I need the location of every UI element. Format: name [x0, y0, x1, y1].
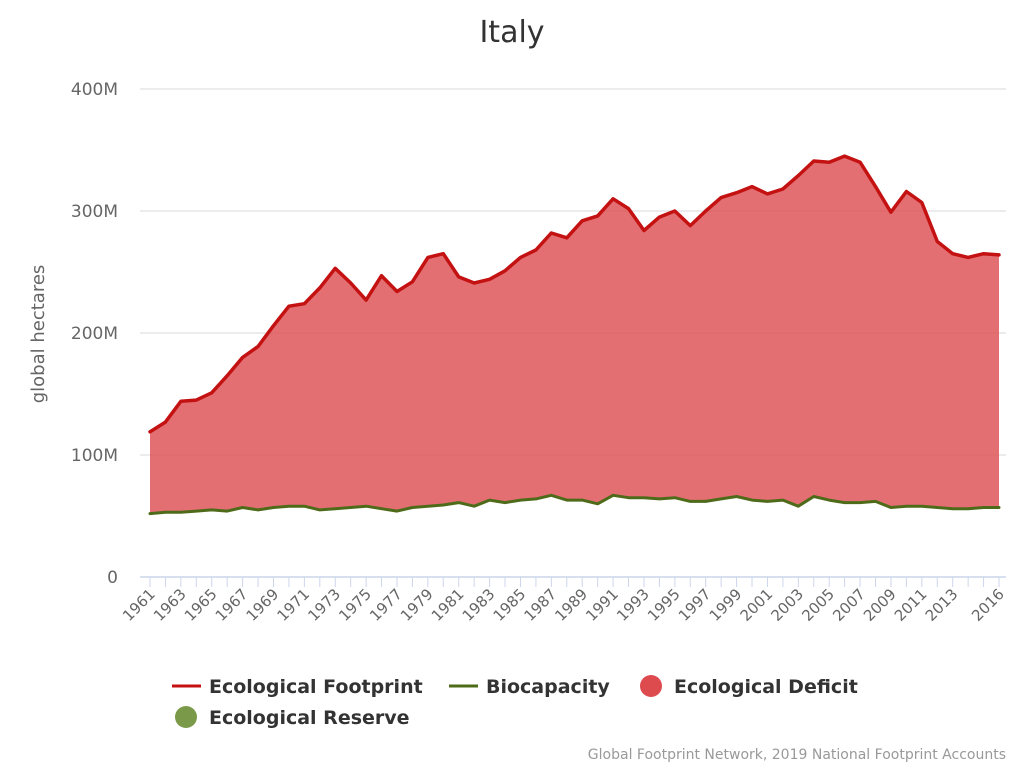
legend-circle-symbol: [175, 706, 197, 728]
legend[interactable]: Ecological Footprint Biocapacity Ecologica…: [172, 675, 858, 729]
x-tick-label: 1979: [397, 585, 437, 625]
x-tick-label: 1995: [644, 585, 684, 625]
x-tick-label: 2009: [860, 585, 900, 625]
chart-title: Italy: [479, 15, 544, 50]
y-tick-label: 100M: [71, 446, 118, 466]
y-tick-label: 400M: [71, 80, 118, 100]
y-axis-label: global hectares: [28, 265, 49, 404]
x-tick-label: 1963: [150, 585, 190, 625]
x-tick-label: 1987: [520, 585, 560, 625]
x-tick-label: 2001: [737, 585, 777, 625]
x-tick-label: 2013: [922, 585, 962, 625]
x-tick-label: 2016: [968, 585, 1008, 625]
x-tick-label: 1991: [582, 585, 622, 625]
credit-text: Global Footprint Network, 2019 National …: [588, 747, 1006, 763]
legend-item[interactable]: Biocapacity: [449, 676, 610, 698]
ecological-footprint-line: [148, 154, 1001, 434]
series-lines: [148, 154, 1001, 516]
y-tick-label: 300M: [71, 202, 118, 222]
x-tick-label: 2003: [767, 585, 807, 625]
biocapacity-line: [148, 493, 1001, 516]
y-tick-label: 200M: [71, 324, 118, 344]
x-tick-label: 1983: [459, 585, 499, 625]
legend-item[interactable]: Ecological Reserve: [175, 706, 410, 729]
x-tick-label: 1999: [706, 585, 746, 625]
x-tick-label: 1973: [304, 585, 344, 625]
legend-label: Ecological Reserve: [209, 707, 410, 729]
plot-area: [150, 156, 999, 514]
x-tick-label: 2011: [891, 585, 931, 625]
legend-label: Ecological Footprint: [209, 676, 423, 698]
legend-circle-symbol: [640, 675, 662, 697]
y-tick-label: 0: [107, 568, 118, 588]
legend-item[interactable]: Ecological Footprint: [172, 676, 423, 698]
x-tick-label: 1967: [212, 585, 252, 625]
legend-item[interactable]: Ecological Deficit: [640, 675, 858, 698]
x-tick-label: 1993: [613, 585, 653, 625]
x-tick-label: 1989: [551, 585, 591, 625]
x-tick-label: 1985: [490, 585, 530, 625]
ecological-deficit-area: [150, 156, 999, 514]
x-tick-label: 1977: [366, 585, 406, 625]
x-tick-label: 1971: [273, 585, 313, 625]
x-tick-label: 2005: [798, 585, 838, 625]
x-tick-label: 1981: [428, 585, 468, 625]
x-tick-label: 1969: [243, 585, 283, 625]
x-tick-label: 1961: [119, 585, 159, 625]
x-tick-label: 1997: [675, 585, 715, 625]
x-tick-label: 1975: [335, 585, 375, 625]
legend-label: Ecological Deficit: [674, 676, 858, 698]
x-tick-label: 2007: [829, 585, 869, 625]
legend-label: Biocapacity: [486, 676, 610, 698]
x-tick-label: 1965: [181, 585, 221, 625]
